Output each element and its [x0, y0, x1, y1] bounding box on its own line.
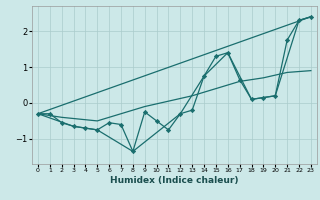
X-axis label: Humidex (Indice chaleur): Humidex (Indice chaleur): [110, 176, 239, 185]
